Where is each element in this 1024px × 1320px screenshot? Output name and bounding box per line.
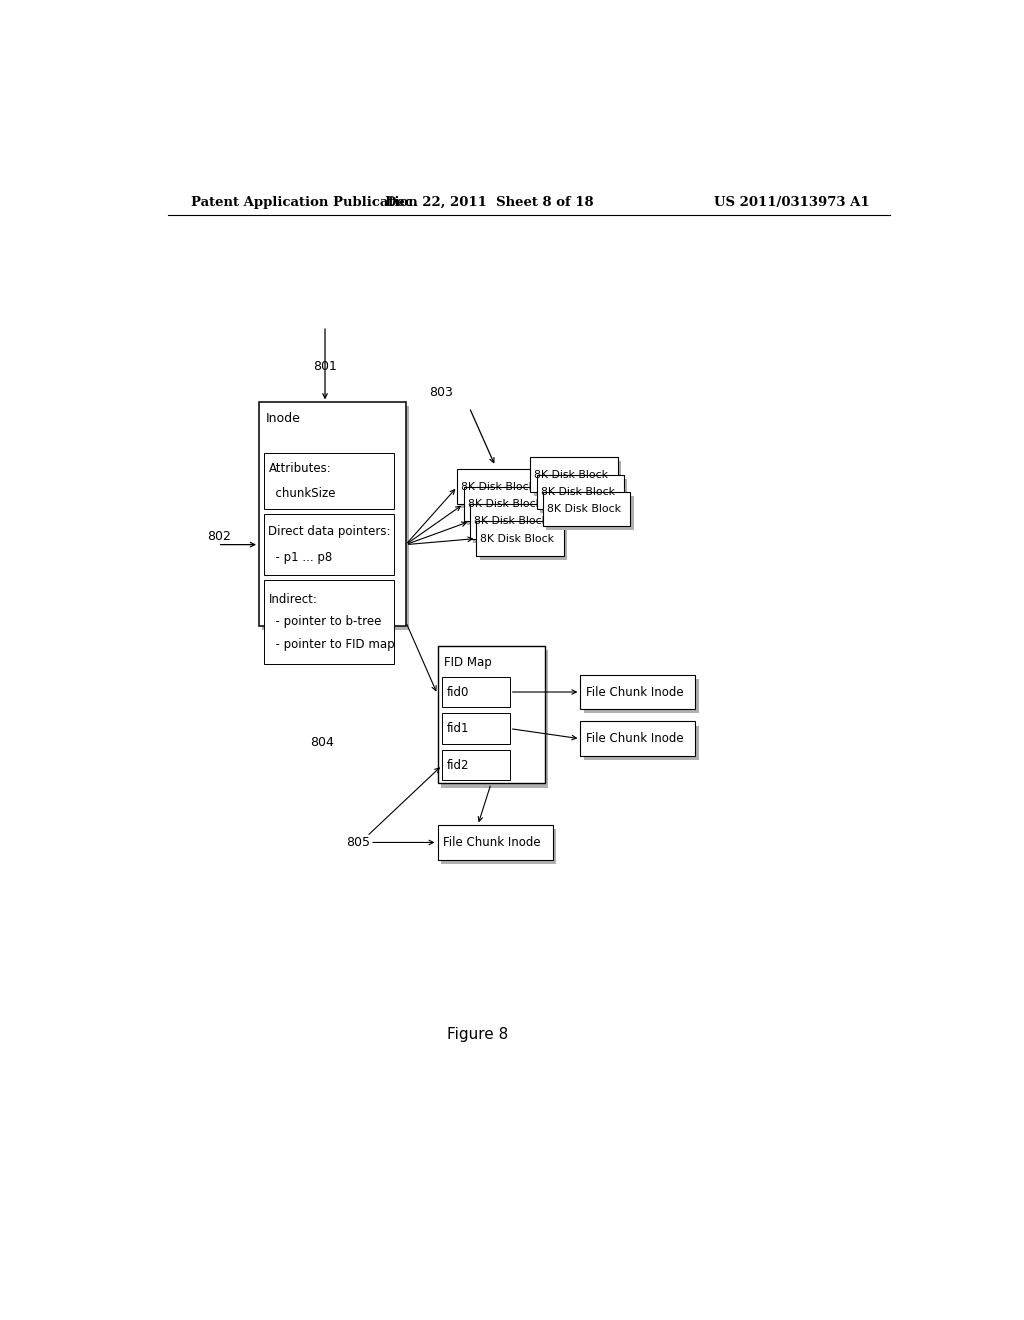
- Text: Inode: Inode: [265, 412, 300, 425]
- Bar: [464, 487, 551, 521]
- Bar: [581, 675, 695, 709]
- Text: 8K Disk Block: 8K Disk Block: [480, 533, 554, 544]
- Text: 8K Disk Block: 8K Disk Block: [541, 487, 614, 496]
- Text: fid2: fid2: [447, 759, 470, 772]
- Bar: [264, 453, 394, 510]
- Text: Direct data pointers:: Direct data pointers:: [268, 525, 391, 539]
- Text: Dec. 22, 2011  Sheet 8 of 18: Dec. 22, 2011 Sheet 8 of 18: [385, 197, 593, 209]
- Text: 802: 802: [207, 531, 231, 543]
- Text: Figure 8: Figure 8: [446, 1027, 508, 1041]
- Bar: [264, 515, 394, 576]
- Bar: [530, 457, 617, 492]
- Text: File Chunk Inode: File Chunk Inode: [443, 836, 541, 849]
- Text: 8K Disk Block: 8K Disk Block: [468, 499, 542, 510]
- Bar: [584, 678, 698, 713]
- Text: chunkSize: chunkSize: [268, 487, 336, 500]
- Text: File Chunk Inode: File Chunk Inode: [586, 685, 684, 698]
- Bar: [458, 470, 545, 504]
- Bar: [437, 647, 545, 784]
- Bar: [262, 407, 409, 630]
- Bar: [440, 829, 556, 863]
- Text: 801: 801: [313, 360, 337, 374]
- Text: 804: 804: [310, 737, 335, 750]
- Text: 8K Disk Block: 8K Disk Block: [535, 470, 608, 479]
- Text: fid0: fid0: [447, 685, 469, 698]
- Bar: [259, 403, 406, 626]
- Bar: [479, 525, 567, 560]
- Bar: [470, 504, 557, 539]
- Text: - pointer to b-tree: - pointer to b-tree: [268, 615, 382, 628]
- Text: 8K Disk Block: 8K Disk Block: [461, 482, 536, 491]
- Text: 8K Disk Block: 8K Disk Block: [547, 504, 621, 513]
- Bar: [546, 496, 634, 531]
- Text: 805: 805: [346, 836, 370, 849]
- Bar: [581, 722, 695, 756]
- Bar: [264, 581, 394, 664]
- Bar: [476, 521, 563, 556]
- Bar: [534, 461, 621, 496]
- Bar: [442, 750, 510, 780]
- Bar: [584, 726, 698, 760]
- Text: 803: 803: [429, 385, 454, 399]
- Text: fid1: fid1: [447, 722, 470, 735]
- Text: - pointer to FID map: - pointer to FID map: [268, 638, 395, 651]
- Text: - p1 ... p8: - p1 ... p8: [268, 550, 333, 564]
- Text: Indirect:: Indirect:: [268, 593, 317, 606]
- Text: 8K Disk Block: 8K Disk Block: [474, 516, 548, 527]
- Bar: [543, 492, 631, 527]
- Bar: [537, 474, 624, 510]
- Bar: [467, 491, 554, 525]
- Text: US 2011/0313973 A1: US 2011/0313973 A1: [715, 197, 870, 209]
- Bar: [473, 508, 560, 543]
- Bar: [461, 474, 548, 508]
- Bar: [440, 651, 548, 788]
- Bar: [437, 825, 553, 859]
- Bar: [540, 479, 627, 513]
- Text: File Chunk Inode: File Chunk Inode: [586, 733, 684, 746]
- Text: Patent Application Publication: Patent Application Publication: [191, 197, 418, 209]
- Bar: [442, 713, 510, 744]
- Bar: [442, 677, 510, 708]
- Text: FID Map: FID Map: [443, 656, 492, 669]
- Text: Attributes:: Attributes:: [268, 462, 331, 475]
